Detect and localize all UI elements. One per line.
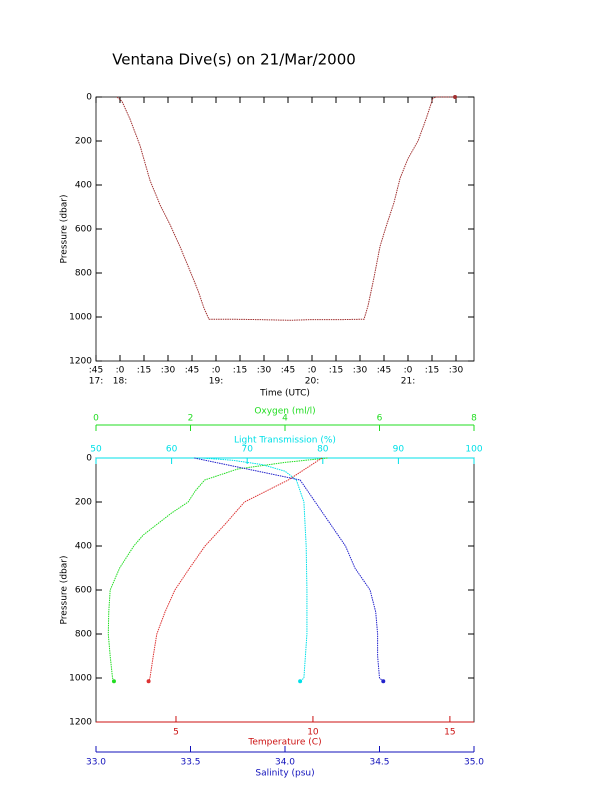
x-tick-label: 90 xyxy=(393,445,405,455)
x-tick-label: 10 xyxy=(307,728,319,738)
x-tick-label: 4 xyxy=(282,414,288,424)
dive-line xyxy=(116,96,456,321)
y-tick-label: 400 xyxy=(75,542,92,552)
x-tick-label: :15 xyxy=(137,366,151,376)
y-tick-label: 400 xyxy=(75,181,92,191)
profile-end xyxy=(453,95,458,99)
x-tick-label: 34.0 xyxy=(275,758,295,768)
x-tick-label: 0 xyxy=(93,414,99,424)
profile-end xyxy=(381,679,386,684)
profile-line xyxy=(148,457,323,682)
x-hour-label: 20: xyxy=(305,377,319,387)
x-axis-label: Temperature (C) xyxy=(247,738,321,748)
x-tick-label: :30 xyxy=(257,366,272,376)
x-tick-label: 34.5 xyxy=(369,758,389,768)
x-tick-label: :0 xyxy=(212,366,221,376)
x-tick-label: 2 xyxy=(188,414,194,424)
x-tick-label: 70 xyxy=(241,445,253,455)
x-tick-label: :15 xyxy=(233,366,247,376)
y-tick-label: 800 xyxy=(75,630,92,640)
x-tick-label: 6 xyxy=(377,414,383,424)
y-tick-label: 600 xyxy=(75,586,92,596)
x-tick-label: 33.5 xyxy=(180,758,200,768)
y-tick-label: 1000 xyxy=(69,313,92,323)
profile-line xyxy=(107,457,328,682)
y-tick-label: 0 xyxy=(86,454,92,464)
y-tick-label: 200 xyxy=(75,498,92,508)
x-tick-label: :15 xyxy=(425,366,439,376)
x-tick-label: :30 xyxy=(353,366,368,376)
x-axis-label: Time (UTC) xyxy=(259,389,310,399)
y-tick-label: 1000 xyxy=(69,674,92,684)
y-axis-label: Pressure (dbar) xyxy=(60,195,70,264)
x-tick-label: :0 xyxy=(116,366,125,376)
x-tick-label: 5 xyxy=(173,728,179,738)
x-axis-label: Salinity (psu) xyxy=(255,769,314,779)
x-hour-label: 19: xyxy=(209,377,223,387)
y-tick-label: 1200 xyxy=(69,718,92,728)
profile-line xyxy=(201,457,308,682)
x-tick-label: 8 xyxy=(471,414,477,424)
x-tick-label: :0 xyxy=(404,366,413,376)
plot-frame xyxy=(95,96,475,362)
y-tick-label: 0 xyxy=(86,93,92,103)
x-hour-label: 18: xyxy=(113,377,127,387)
profile-end xyxy=(146,679,151,684)
profile-end xyxy=(298,679,303,684)
x-tick-label: 33.0 xyxy=(86,758,106,768)
x-tick-label: :45 xyxy=(89,366,103,376)
x-tick-label: :45 xyxy=(281,366,295,376)
x-tick-label: :0 xyxy=(308,366,317,376)
x-hour-label: 17: xyxy=(89,377,103,387)
x-tick-label: 100 xyxy=(465,445,482,455)
profile-end xyxy=(111,679,116,684)
x-tick-label: :45 xyxy=(185,366,199,376)
profile-line xyxy=(194,457,384,682)
y-tick-label: 600 xyxy=(75,225,92,235)
x-tick-label: :30 xyxy=(161,366,176,376)
x-tick-label: 50 xyxy=(90,445,102,455)
plot-frame xyxy=(95,457,475,723)
x-axis-label: Light Transmission (%) xyxy=(234,436,336,446)
x-tick-label: 60 xyxy=(166,445,178,455)
x-tick-label: 15 xyxy=(444,728,455,738)
y-axis-label: Pressure (dbar) xyxy=(60,556,70,625)
x-hour-label: 21: xyxy=(401,377,415,387)
y-tick-label: 200 xyxy=(75,137,92,147)
x-tick-label: 80 xyxy=(317,445,329,455)
x-tick-label: :45 xyxy=(377,366,391,376)
x-tick-label: :30 xyxy=(449,366,464,376)
x-tick-label: 35.0 xyxy=(464,758,484,768)
y-tick-label: 1200 xyxy=(69,357,92,367)
x-axis-label: Oxygen (ml/l) xyxy=(254,407,315,417)
y-tick-label: 800 xyxy=(75,269,92,279)
chart-title: Ventana Dive(s) on 21/Mar/2000 xyxy=(112,51,356,69)
x-tick-label: :15 xyxy=(329,366,343,376)
